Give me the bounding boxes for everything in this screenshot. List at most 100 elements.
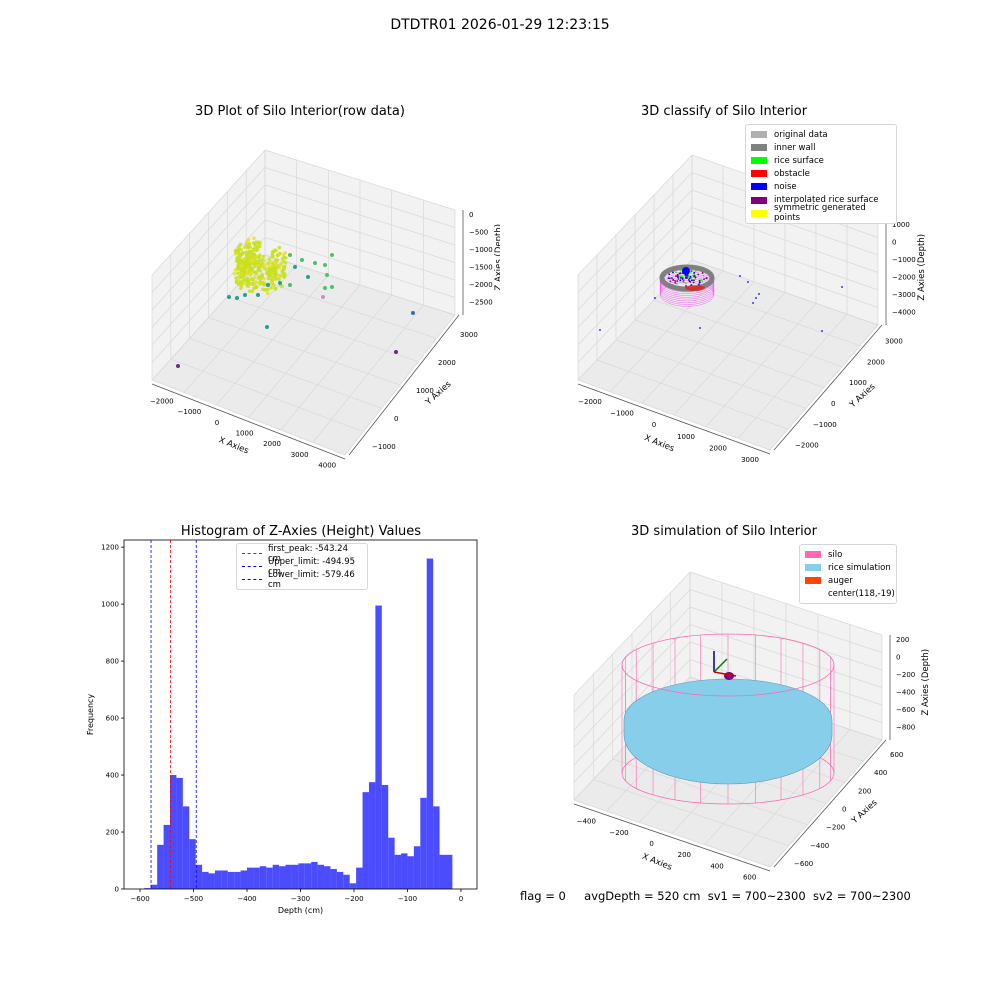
raw-surface-point bbox=[234, 276, 238, 280]
classify-point bbox=[689, 280, 692, 283]
flag-text: flag = 0 bbox=[520, 889, 566, 903]
raw-surface-point bbox=[267, 264, 272, 269]
grid-line bbox=[151, 167, 266, 293]
y-tick-label: 1000 bbox=[101, 601, 119, 609]
histogram-bar bbox=[169, 775, 177, 889]
legend-label: rice simulation bbox=[828, 562, 891, 573]
raw-points bbox=[176, 236, 415, 368]
y-tick-label: −1000 bbox=[372, 443, 396, 451]
classify-point bbox=[697, 273, 700, 276]
noise-point bbox=[654, 297, 656, 299]
raw-surface-point bbox=[277, 263, 282, 268]
x-axis-label: Depth (cm) bbox=[278, 906, 323, 915]
histogram-bar bbox=[311, 861, 318, 889]
x-tick-label: 1000 bbox=[677, 433, 695, 441]
raw-surface-point bbox=[235, 271, 240, 275]
z-tick-label: −1500 bbox=[469, 264, 493, 272]
raw-surface-point bbox=[251, 241, 256, 245]
simulation-3d-plot: −400 −200 0 200 400 600 −600 −400 −200 0 200 400 600… bbox=[573, 571, 931, 881]
raw-surface-point bbox=[247, 250, 251, 254]
legend-label: first_peak: -543.24 cm bbox=[268, 543, 348, 564]
classify-point bbox=[672, 271, 674, 274]
classify-point bbox=[674, 280, 676, 282]
legend-entry: obstacle bbox=[751, 167, 891, 180]
histogram-bar bbox=[247, 867, 254, 889]
histogram-bar bbox=[324, 866, 331, 889]
raw-surface-point bbox=[246, 244, 250, 248]
avg-depth-text: avgDepth = 520 cm bbox=[584, 889, 701, 903]
histogram-bar bbox=[336, 871, 344, 889]
grid-line bbox=[264, 149, 456, 211]
classify-point bbox=[686, 277, 688, 279]
noise-point bbox=[599, 329, 601, 331]
classify-point bbox=[705, 277, 708, 279]
y-tick-label: −600 bbox=[794, 860, 813, 868]
legend-label: symmetric generated points bbox=[774, 203, 866, 224]
y-tick-label: 600 bbox=[890, 751, 903, 759]
raw-surface-point bbox=[263, 287, 268, 292]
z-tick-label: −2000 bbox=[469, 281, 493, 289]
axes-box: −2000 −1000 0 1000 2000 3000 −2000 −1000 0 1000 20… bbox=[577, 154, 927, 464]
legend-line bbox=[242, 579, 262, 581]
raw-scatter-point bbox=[325, 273, 329, 277]
classify-point bbox=[683, 278, 685, 281]
classify-point bbox=[678, 272, 681, 275]
raw-scatter-point bbox=[394, 350, 398, 354]
histogram-bar bbox=[362, 792, 369, 889]
classify-point bbox=[694, 276, 697, 279]
y-axis-label: Frequency bbox=[86, 694, 95, 736]
status-line: flag = 0 avgDepth = 520 cm sv1 = 700~230… bbox=[520, 889, 911, 903]
raw-surface-point bbox=[277, 245, 282, 250]
noise-point bbox=[699, 327, 701, 329]
classify-point bbox=[683, 280, 685, 283]
raw-scatter-point bbox=[321, 295, 325, 299]
raw-surface-point bbox=[237, 275, 241, 279]
raw-surface-point bbox=[253, 270, 257, 274]
x-axis-line bbox=[573, 803, 771, 872]
raw-surface-point bbox=[263, 266, 267, 271]
grid-line bbox=[689, 589, 883, 653]
classify-point bbox=[685, 282, 687, 285]
x-tick-label: 200 bbox=[678, 851, 691, 859]
raw-surface-point bbox=[260, 274, 264, 279]
raw-surface-point bbox=[251, 261, 256, 266]
raw-scatter-point bbox=[278, 281, 282, 285]
y-tick-label: −2000 bbox=[795, 442, 819, 450]
raw-surface-point bbox=[282, 265, 287, 269]
classify-point bbox=[684, 275, 687, 277]
classify-point bbox=[681, 275, 684, 278]
legend-entry: rice simulation bbox=[805, 561, 891, 574]
x-tick-label: 2000 bbox=[263, 440, 281, 448]
grid-line bbox=[573, 589, 691, 713]
raw-surface-point bbox=[274, 248, 278, 253]
raw-surface-point bbox=[265, 291, 270, 296]
z-tick-label: −1000 bbox=[892, 256, 916, 264]
histogram-bar bbox=[401, 853, 408, 889]
y-tick-label: 2000 bbox=[867, 358, 885, 366]
legend-label: auger bbox=[828, 575, 853, 586]
raw-scatter-point bbox=[300, 258, 304, 262]
x-tick-label: −400 bbox=[577, 818, 596, 826]
classify-point bbox=[676, 280, 679, 282]
z-tick-label: 0 bbox=[896, 654, 900, 662]
classify-point bbox=[679, 279, 682, 282]
histogram-bar bbox=[150, 884, 158, 889]
raw-surface-point bbox=[253, 280, 258, 285]
histogram-bar bbox=[272, 864, 280, 889]
legend-swatch bbox=[751, 183, 767, 191]
classify-point bbox=[693, 279, 695, 282]
raw-surface-point bbox=[255, 245, 259, 250]
floor-pane bbox=[152, 255, 455, 455]
x-tick-label: 0 bbox=[652, 421, 656, 429]
x-axis-label: X Axies bbox=[643, 433, 676, 454]
axes-box: −2000 −1000 0 1000 2000 3000 4000 −1000 0 1000 200… bbox=[150, 149, 500, 470]
x-tick-label: 400 bbox=[710, 862, 723, 870]
noise-point bbox=[821, 330, 823, 332]
raw-surface-point bbox=[272, 275, 277, 279]
y-tick-label: 800 bbox=[106, 658, 119, 666]
grid-line bbox=[573, 571, 691, 696]
grid-line bbox=[264, 254, 456, 316]
grid-line bbox=[769, 324, 879, 451]
x-axis-line bbox=[151, 383, 346, 460]
x-axis-label: X Axies bbox=[641, 852, 674, 873]
